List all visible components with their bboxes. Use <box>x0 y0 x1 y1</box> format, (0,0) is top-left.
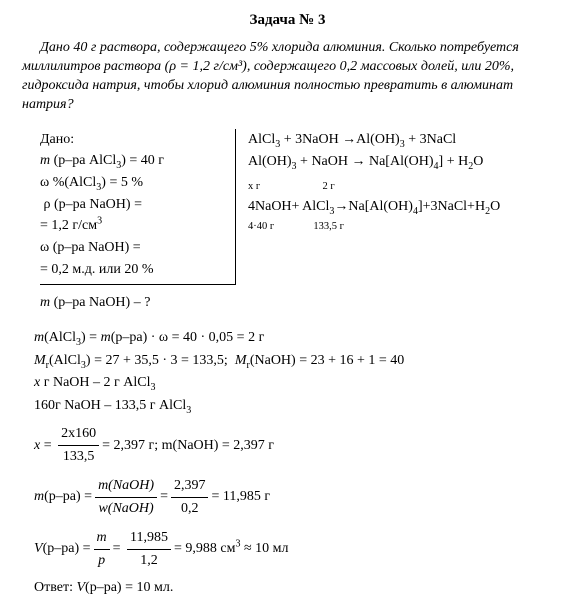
calc-volume: V(р–ра) = m p = 11,985 1,2 = 9,988 см3 ≈… <box>34 527 553 573</box>
calc-m-solution: m(р–ра) = m(NaOH) w(NaOH) = 2,397 0,2 = … <box>34 475 553 521</box>
calculations: m(AlCl3) = m(р–ра) · ω = 40 · 0,05 = 2 г… <box>34 327 553 572</box>
problem-title: Задача № 3 <box>22 12 553 29</box>
find-line: m (р–ра NaOH) – ? <box>40 295 553 311</box>
reaction-under: 4·40 г 133,5 г <box>248 219 553 236</box>
page: Задача № 3 Дано 40 г раствора, содержаще… <box>0 0 575 608</box>
given-heading: Дано: <box>40 129 225 151</box>
given-line: = 1,2 г/см3 <box>40 215 225 237</box>
calc-line: m(AlCl3) = m(р–ра) · ω = 40 · 0,05 = 2 г <box>34 327 553 349</box>
calc-line: 160г NaOH – 133,5 г AlCl3 <box>34 395 553 417</box>
problem-statement: Дано 40 г раствора, содержащего 5% хлори… <box>22 39 553 115</box>
answer-line: Ответ: V(р–ра) = 10 мл. <box>34 580 553 596</box>
given-left: Дано: m (р–ра AlCl3) = 40 г ω %(AlCl3) =… <box>40 129 235 286</box>
given-line: ω %(AlCl3) = 5 % <box>40 172 225 194</box>
given-line: ρ (р–ра NaOH) = <box>40 194 225 216</box>
given-line: = 0,2 м.д. или 20 % <box>40 259 225 281</box>
calc-line: Mr(AlCl3) = 27 + 35,5 · 3 = 133,5; Mr(Na… <box>34 350 553 372</box>
reaction-1: AlCl3 + 3NaOH →Al(OH)3 + 3NaCl <box>248 129 553 151</box>
given-line: m (р–ра AlCl3) = 40 г <box>40 150 225 172</box>
calc-line: x г NaOH – 2 г AlCl3 <box>34 372 553 394</box>
reaction-2: Al(OH)3 + NaOH → Na[Al(OH)4] + H2O <box>248 151 553 173</box>
calc-x: x = 2x160 133,5 = 2,397 г; m(NaOH) = 2,3… <box>34 423 553 469</box>
given-block: Дано: m (р–ра AlCl3) = 40 г ω %(AlCl3) =… <box>40 129 553 286</box>
given-line: ω (р–ра NaOH) = <box>40 237 225 259</box>
reaction-3: 4NaOH+ AlCl3→Na[Al(OH)4]+3NaCl+H2O <box>248 196 553 218</box>
given-right: AlCl3 + 3NaOH →Al(OH)3 + 3NaCl Al(OH)3 +… <box>235 129 553 286</box>
reaction-over: x г 2 г <box>248 179 553 196</box>
